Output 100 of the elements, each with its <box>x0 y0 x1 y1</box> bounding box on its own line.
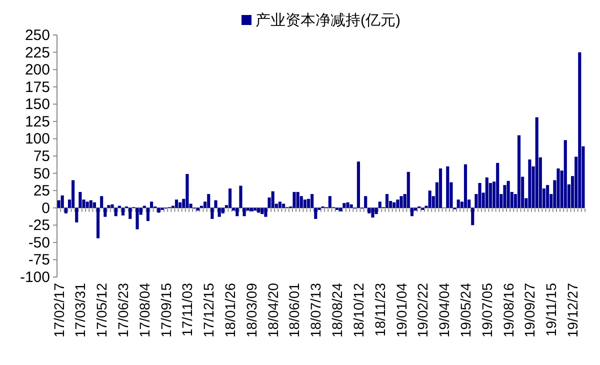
y-tick-label: 75 <box>33 148 50 165</box>
bar <box>264 208 268 217</box>
bar <box>114 208 118 216</box>
y-tick-label: 50 <box>33 165 50 182</box>
bar <box>110 204 114 208</box>
bar <box>242 208 246 216</box>
x-tick-label: 18/01/26 <box>222 282 238 338</box>
x-tick-label: 18/11/23 <box>372 282 388 336</box>
bar <box>471 208 474 226</box>
bar <box>346 202 350 208</box>
y-tick-label: 250 <box>24 27 50 44</box>
bar <box>339 208 342 212</box>
bar <box>364 196 368 208</box>
bar <box>303 200 306 208</box>
bar <box>86 202 89 208</box>
x-tick-label: 19/04/04 <box>436 282 452 338</box>
bar <box>400 196 403 208</box>
x-tick-label: 19/09/27 <box>522 282 538 338</box>
x-tick-label: 17/03/31 <box>72 282 88 338</box>
bar <box>438 168 442 208</box>
bar <box>260 208 264 214</box>
x-tick-label: 17/12/15 <box>200 282 217 338</box>
bar <box>278 202 282 208</box>
x-tick-label: 19/11/15 <box>543 282 560 336</box>
bar <box>107 205 110 208</box>
bar <box>214 200 218 208</box>
bar <box>314 208 318 219</box>
bar <box>157 208 160 213</box>
x-tick-label: 18/06/01 <box>286 282 302 338</box>
bar <box>128 208 132 219</box>
bar <box>356 162 360 208</box>
x-tick-label: 19/01/04 <box>393 282 410 338</box>
y-tick-label: -75 <box>28 252 50 269</box>
bar <box>503 185 506 208</box>
bar <box>342 203 346 208</box>
bar <box>207 194 210 208</box>
bar <box>517 135 521 208</box>
bar <box>146 208 150 221</box>
bar <box>496 162 500 208</box>
y-tick-label: 100 <box>24 130 50 148</box>
bar <box>556 168 560 208</box>
bar <box>292 192 296 208</box>
bar <box>368 208 371 214</box>
bar <box>174 200 178 208</box>
x-tick-label: 17/02/17 <box>50 282 67 338</box>
bar <box>178 202 182 208</box>
y-tick-label: 25 <box>33 182 50 200</box>
bar <box>239 186 242 208</box>
y-tick-label: 125 <box>24 113 50 130</box>
bar <box>150 202 154 208</box>
bar <box>485 177 488 208</box>
bar <box>350 204 353 208</box>
bar <box>186 174 189 208</box>
bar <box>72 180 75 208</box>
y-tick-label: -100 <box>20 269 50 286</box>
bar <box>96 208 100 238</box>
x-tick-label: 17/11/03 <box>179 282 196 336</box>
bar <box>92 202 96 208</box>
bar <box>296 192 300 208</box>
bar <box>535 117 538 208</box>
y-tick-label: 225 <box>24 44 50 62</box>
bar <box>328 196 332 208</box>
bar <box>378 202 382 208</box>
x-tick-label: 17/08/04 <box>136 282 152 338</box>
x-tick-label: 19/08/16 <box>500 282 516 338</box>
bar <box>228 188 232 208</box>
bar <box>392 202 396 208</box>
x-tick-label: 17/06/23 <box>115 282 131 338</box>
y-tick-label: 200 <box>24 62 50 79</box>
y-tick-label: 175 <box>24 78 50 96</box>
legend-label: 产业资本净减持(亿元) <box>256 12 400 29</box>
x-tick-label: 18/04/20 <box>264 282 281 338</box>
bar <box>456 200 460 208</box>
x-tick-label: 18/10/12 <box>350 282 366 338</box>
bar <box>78 192 82 208</box>
y-tick-label: 150 <box>24 96 50 114</box>
bar <box>528 159 532 208</box>
x-tick-label: 18/08/24 <box>329 282 346 338</box>
y-tick-label: 0 <box>42 200 50 217</box>
bar <box>75 208 78 222</box>
bar <box>406 172 410 208</box>
bar <box>236 208 239 216</box>
bar <box>385 194 389 208</box>
y-tick-label: -25 <box>28 217 50 234</box>
bar <box>374 208 378 214</box>
bar <box>257 208 260 213</box>
bar <box>310 194 314 208</box>
bar <box>271 191 274 208</box>
x-tick-label: 17/09/15 <box>158 282 174 338</box>
bar <box>210 208 214 219</box>
bar <box>564 140 567 208</box>
bar <box>410 208 414 216</box>
bar <box>250 208 253 212</box>
y-tick-label: -50 <box>28 234 50 252</box>
bar <box>89 200 92 208</box>
x-tick-label: 18/07/13 <box>308 282 324 338</box>
x-tick-label: 18/03/09 <box>243 282 260 338</box>
bar <box>428 190 432 208</box>
bar <box>218 208 221 217</box>
bar <box>578 52 582 208</box>
